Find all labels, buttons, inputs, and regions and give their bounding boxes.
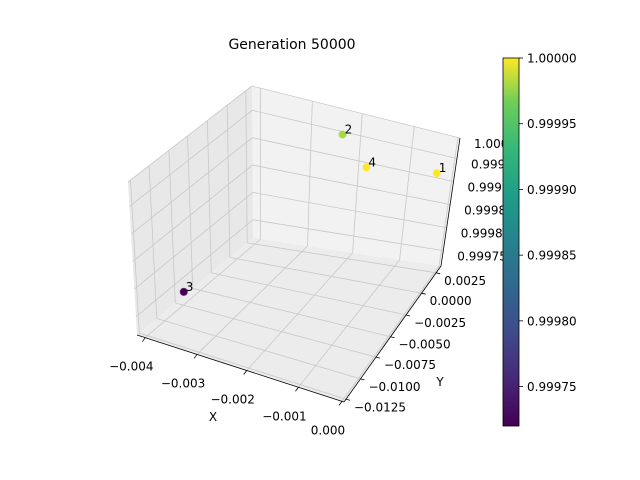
chart-title: Generation 50000: [228, 37, 355, 53]
y-tick-labels: −0.0125 −0.0100 −0.0075 −0.0050 −0.0025 0.000…: [354, 274, 486, 414]
y-tick: [421, 292, 426, 295]
x-tick: [243, 370, 248, 375]
y-tick: [360, 378, 365, 381]
colorbar-tick-label: 0.99985: [527, 249, 577, 263]
side-grid-line: [130, 180, 140, 334]
side-grid-line: [206, 120, 212, 273]
back-grid-line: [252, 192, 447, 228]
colorbar-tick-label: 1.00000: [527, 52, 577, 66]
side-grid-line: [168, 150, 176, 304]
x-tick: [295, 387, 299, 392]
point-label: 4: [368, 155, 376, 169]
back-grid-line: [438, 137, 459, 266]
floor-grid-line: [139, 332, 347, 400]
floor-grid-line: [211, 272, 407, 316]
back-grid-line: [399, 126, 415, 260]
back-grid-line: [252, 164, 451, 205]
side-grid-line: [134, 192, 253, 290]
side-grid-line: [148, 165, 158, 319]
back-grid-line: [352, 113, 363, 253]
data-point-2: [338, 130, 347, 139]
side-grid-line: [130, 137, 253, 235]
point-label: 3: [186, 280, 194, 294]
floor-grid-line: [298, 259, 400, 388]
side-grid-line: [127, 85, 253, 183]
floor-grid-line: [156, 318, 361, 380]
colorbar-ticks: 0.99975 0.99980 0.99985 0.99990 0.99995 1.000…: [519, 52, 577, 394]
side-grid-line: [129, 110, 253, 207]
x-tick: [141, 337, 146, 342]
floor-grid-line: [145, 238, 261, 338]
data-point-4: [362, 163, 371, 172]
x-tick: [193, 354, 198, 359]
x-tick-label: −0.001: [262, 409, 306, 423]
axis-line: [440, 137, 461, 267]
floor-grid-line: [192, 288, 391, 338]
y-tick-label: −0.0025: [414, 316, 466, 330]
x-tick: [338, 401, 343, 406]
z-tick-label: 0.99975: [457, 250, 507, 264]
tick-marks: [141, 272, 441, 406]
back-grid-line: [252, 137, 454, 182]
data-point-1: [432, 169, 441, 178]
side-grid-line: [245, 90, 248, 243]
z-tick-label: 0.9999: [471, 157, 513, 171]
floor-grid-line: [341, 265, 440, 402]
x-tick-label: −0.002: [210, 393, 254, 407]
back-grid-line: [251, 85, 461, 139]
back-pane: [252, 86, 460, 266]
z-tick-label: 0.9998: [464, 204, 506, 218]
side-grid-line: [135, 219, 254, 317]
colorbar-tick-label: 0.99995: [527, 117, 577, 131]
floor-grid-line: [229, 257, 422, 294]
y-tick-label: −0.0100: [368, 380, 420, 394]
colorbar: 0.99975 0.99980 0.99985 0.99990 0.99995 1.000…: [502, 52, 577, 427]
floor-grid-line: [247, 242, 437, 274]
y-tick: [405, 314, 411, 317]
y-tick-label: 0.0025: [444, 274, 486, 288]
floor-grid-line: [196, 245, 308, 355]
y-tick: [375, 356, 381, 359]
axes-3d: [127, 85, 461, 406]
x-tick-label: −0.003: [161, 376, 205, 390]
y-tick-label: −0.0125: [354, 400, 406, 414]
colorbar-gradient: [502, 57, 520, 427]
point-label: 2: [345, 123, 353, 137]
x-tick-label: −0.004: [109, 360, 153, 374]
grid-lines: [127, 85, 461, 402]
axis-lines: [136, 137, 461, 403]
data-points: 1 2 3 4: [179, 123, 447, 296]
side-grid-line: [132, 164, 253, 262]
y-axis-label: Y: [435, 375, 444, 389]
data-point-3: [179, 287, 188, 296]
floor-grid-line: [246, 252, 353, 371]
back-grid-line: [307, 101, 313, 247]
y-tick: [390, 336, 395, 339]
axis-line: [136, 334, 345, 403]
side-grid-line: [187, 135, 194, 289]
colorbar-tick-label: 0.99975: [527, 380, 577, 394]
colorbar-tick-label: 0.99990: [527, 183, 577, 197]
y-tick: [436, 272, 441, 275]
y-tick-label: 0.0000: [430, 294, 472, 308]
z-tick-label: 0.9998: [461, 227, 503, 241]
colorbar-tick-label: 0.99980: [527, 314, 577, 328]
left-pane: [128, 86, 253, 335]
x-axis-label: X: [209, 410, 217, 424]
back-grid-line: [252, 109, 458, 159]
y-tick-label: −0.0050: [399, 338, 451, 352]
x-tick-label: 0.000: [311, 423, 345, 437]
back-grid-line: [252, 219, 444, 252]
x-tick-labels: −0.004 −0.003 −0.002 −0.001 0.000: [109, 360, 345, 438]
z-tick-label: 0.9999: [468, 181, 510, 195]
y-tick: [345, 398, 351, 401]
y-tick-label: −0.0075: [384, 358, 436, 372]
point-label: 1: [439, 161, 447, 175]
floor-grid-line: [175, 302, 377, 358]
floor-pane: [137, 238, 441, 402]
side-grid-line: [226, 105, 231, 258]
axis-line: [343, 265, 442, 403]
